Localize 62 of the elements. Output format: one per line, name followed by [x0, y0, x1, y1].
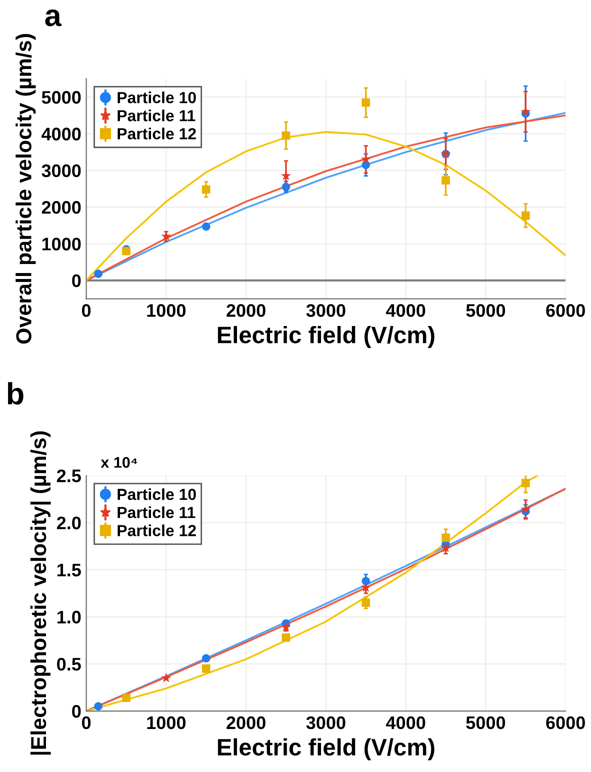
point [161, 672, 172, 682]
x-tick-label: 3000 [306, 304, 346, 317]
legend-label: Particle 11 [118, 506, 196, 518]
x-axis-title: Electric field (V/cm) [218, 738, 434, 760]
point [362, 576, 370, 586]
point [442, 176, 450, 184]
legend-label: Particle 10 [118, 488, 196, 500]
y-tick-label: 2000 [42, 201, 81, 214]
x-tick-label: 4000 [386, 304, 426, 317]
x-tick-label: 3000 [306, 716, 346, 730]
point [94, 702, 102, 710]
point [122, 694, 130, 702]
x-tick-label: 6000 [546, 716, 585, 730]
y-tick-label: 1000 [42, 238, 81, 250]
y-tick-label: 0.5 [57, 658, 81, 671]
y-tick-label: 1.0 [57, 610, 81, 624]
text: b [8, 382, 24, 405]
y-tick-label: 3000 [42, 164, 81, 178]
y-tick-label: 5000 [42, 91, 81, 104]
point [202, 664, 210, 673]
x-tick-label: 0 [82, 304, 91, 317]
x-tick-label: 4000 [386, 716, 426, 730]
legend-label: Particle 12 [118, 524, 196, 536]
point [360, 154, 371, 164]
y-tick-label: 1.5 [57, 564, 81, 576]
point [282, 633, 290, 642]
point [442, 534, 450, 542]
point [282, 131, 290, 140]
x-tick-label: 0 [82, 716, 91, 730]
x-tick-label: 2000 [226, 304, 266, 317]
x-axis-title: Electric field (V/cm) [218, 326, 434, 348]
x-tick-label: 1000 [147, 716, 186, 730]
y-tick-label: 0 [72, 274, 81, 288]
point [440, 542, 451, 552]
text: a [45, 10, 62, 26]
y-tick-label: 0 [72, 704, 81, 718]
point [282, 182, 290, 192]
point [362, 98, 370, 107]
legend-label: Particle 12 [118, 128, 196, 140]
x-tick-label: 1000 [147, 304, 186, 317]
point [94, 270, 102, 278]
x-tick-label: 6000 [546, 304, 585, 317]
point [280, 170, 292, 180]
point [202, 185, 210, 194]
x-tick-label: 5000 [466, 716, 506, 730]
legend-label: Particle 11 [118, 110, 196, 122]
point [202, 654, 210, 662]
point [521, 478, 530, 488]
legend-label: Particle 10 [118, 92, 196, 104]
point [360, 582, 371, 592]
y-axis-title: |Electrophoretic velocity| (µm/s) [30, 431, 51, 755]
x-tick-label: 5000 [466, 304, 506, 317]
point [362, 598, 370, 607]
text: x 10⁴ [100, 457, 138, 468]
y-axis-title: Overall particle velocity (µm/s) [16, 34, 36, 344]
point [521, 211, 530, 220]
point [280, 622, 292, 632]
y-tick-label: 4000 [42, 128, 81, 140]
point [202, 222, 210, 231]
y-tick-label: 2.5 [56, 469, 81, 482]
y-tick-label: 2.0 [56, 516, 81, 530]
x-tick-label: 2000 [226, 716, 266, 730]
